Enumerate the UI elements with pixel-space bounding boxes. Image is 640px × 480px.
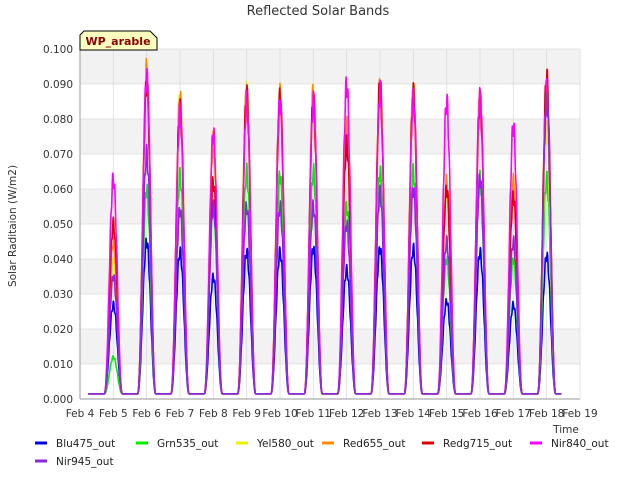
chart-title: Reflected Solar Bands [247, 4, 390, 19]
annotation-box: WP_arable [79, 30, 158, 51]
y-tick-label: 0.080 [43, 114, 73, 126]
x-tick-label: Feb 12 [329, 408, 364, 420]
legend-label: Redg715_out [443, 438, 512, 450]
y-tick-label: 0.050 [43, 219, 73, 231]
x-tick-label: Feb 16 [462, 408, 498, 420]
x-tick-label: Feb 13 [362, 408, 397, 420]
x-tick-label: Feb 8 [199, 408, 228, 420]
y-tick-labels: 0.000 0.010 0.020 0.030 0.040 0.050 0.060 0.070… [43, 44, 73, 406]
x-tick-label: Feb 18 [529, 408, 564, 420]
x-tick-label: Feb 14 [396, 408, 432, 420]
legend-label: Nir840_out [551, 438, 609, 450]
plot-band [80, 189, 580, 224]
x-tick-label: Feb 15 [429, 408, 464, 420]
y-tick-label: 0.020 [43, 324, 73, 336]
plot-band [80, 329, 580, 364]
y-tick-label: 0.060 [43, 184, 73, 196]
annotation-box-frame [79, 30, 158, 51]
legend-label: Blu475_out [56, 438, 115, 450]
y-tick-label: 0.040 [43, 254, 73, 266]
x-tick-label: Feb 6 [132, 408, 161, 420]
y-tick-label: 0.010 [43, 359, 73, 371]
y-tick-label: 0.090 [43, 79, 73, 91]
x-tick-label: Feb 19 [562, 408, 597, 420]
x-tick-label: Feb 10 [262, 408, 297, 420]
legend-label: Grn535_out [157, 438, 218, 450]
series-lines [87, 57, 562, 395]
y-tick-label: 0.070 [43, 149, 73, 161]
axes [79, 49, 580, 400]
legend: Blu475_out Grn535_out Yel580_out Red655_out… [35, 438, 609, 468]
plot-band [80, 49, 580, 84]
series-line-nir945_out [87, 92, 562, 395]
y-tick-label: 0.030 [43, 289, 73, 301]
x-tick-label: Feb 5 [99, 408, 128, 420]
grid-lines [79, 48, 581, 400]
y-tick-label: 0.000 [43, 394, 73, 406]
x-tick-labels: Feb 4 Feb 5 Feb 6 Feb 7 Feb 8 Feb 9 Feb 10Feb … [66, 408, 598, 420]
annotation-label: WP_arable [85, 35, 150, 48]
legend-label: Yel580_out [256, 438, 314, 450]
x-tick-label: Feb 11 [296, 408, 331, 420]
x-tick-label: Feb 17 [496, 408, 531, 420]
x-tick-label: Feb 7 [166, 408, 195, 420]
x-axis-label: Time [552, 424, 579, 436]
plot-band [80, 259, 580, 294]
plot-band [80, 119, 580, 154]
x-tick-label: Feb 4 [66, 408, 95, 420]
x-tick-label: Feb 9 [232, 408, 261, 420]
legend-label: Red655_out [343, 438, 405, 450]
legend-label: Nir945_out [56, 456, 114, 468]
y-axis-label: Solar Raditaion (W/m2) [7, 165, 19, 287]
y-tick-label: 0.100 [43, 44, 73, 56]
